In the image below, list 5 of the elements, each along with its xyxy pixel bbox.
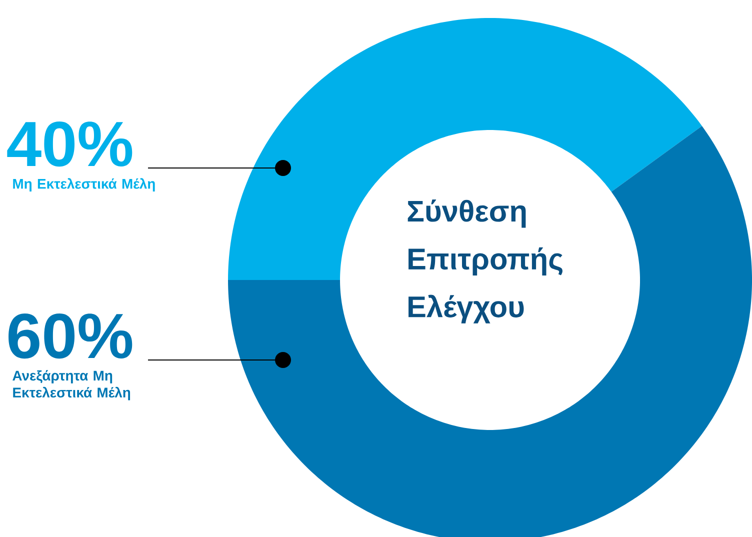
slice-label: Μη Εκτελεστικά Μέλη: [13, 178, 155, 192]
slice-label: Ανεξάρτητα Μη Εκτελεστικά Μέλη: [12, 370, 130, 400]
text: Σύνθεση Επιτροπής Ελέγχου: [408, 199, 562, 324]
data-label: 40%: [7, 121, 132, 167]
data-label: 60%: [8, 313, 132, 359]
